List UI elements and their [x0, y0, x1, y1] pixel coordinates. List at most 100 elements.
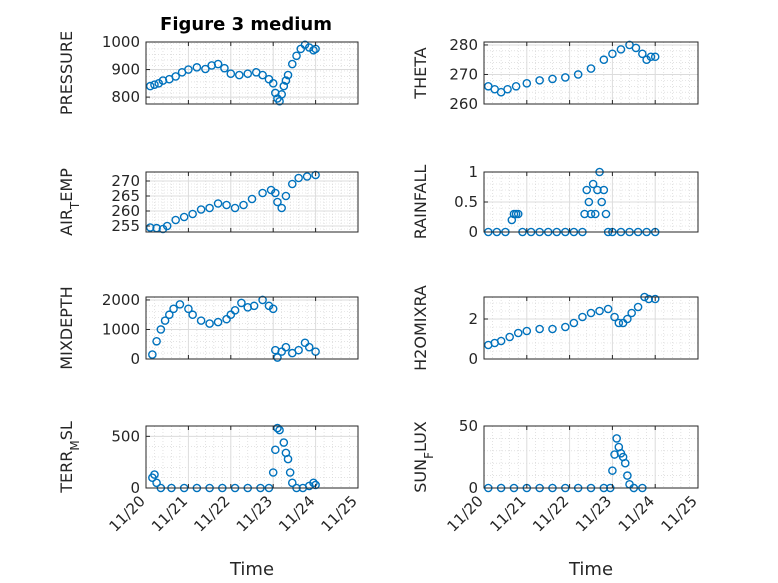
data-point	[601, 209, 611, 219]
data-point	[650, 52, 660, 62]
data-point	[283, 454, 293, 464]
y-tick-label: 265	[111, 187, 140, 205]
data-point	[273, 197, 282, 207]
data-point	[152, 478, 161, 488]
data-point	[595, 306, 604, 316]
data-point	[226, 310, 236, 320]
data-point	[300, 338, 310, 348]
y-axis-label: TERRMSL	[57, 421, 82, 494]
y-tick-label: 0	[130, 350, 140, 368]
data-point	[201, 64, 210, 74]
figure-title: Figure 3 medium	[160, 14, 332, 35]
data-point	[273, 423, 282, 433]
data-point	[513, 328, 523, 338]
data-point	[145, 223, 155, 232]
panel-h2omixra: 0 2 H2OMIXRA	[411, 285, 699, 371]
data-point	[597, 197, 607, 207]
data-point	[610, 312, 619, 322]
data-point	[171, 215, 180, 225]
data-point	[230, 305, 240, 315]
data-point	[590, 209, 600, 219]
data-point	[277, 90, 286, 99]
data-point	[309, 45, 318, 55]
data-point	[548, 324, 557, 334]
data-point	[268, 468, 278, 477]
data-point	[300, 40, 310, 50]
data-point	[175, 300, 185, 309]
panel-mixdepth: 0 1000 2000 MIXDEPTH	[57, 286, 359, 370]
axes-box	[145, 296, 359, 360]
y-axis-label: THETA	[411, 47, 430, 99]
data-point	[160, 316, 170, 325]
data-point	[277, 203, 286, 213]
data-point	[638, 49, 647, 59]
data-point	[192, 63, 202, 72]
y-tick-label: 1000	[102, 320, 140, 338]
data-point	[296, 44, 306, 54]
data-point	[234, 70, 244, 80]
data-point	[650, 294, 660, 304]
y-tick-label: 260	[449, 95, 478, 113]
data-point	[226, 69, 236, 78]
data-point	[522, 326, 532, 336]
x-tick-label: 11/20	[106, 492, 149, 535]
data-point	[150, 470, 159, 479]
data-point	[584, 197, 594, 207]
data-point	[243, 69, 253, 78]
x-tick-label: 11/21	[486, 492, 529, 535]
data-point	[505, 332, 514, 342]
data-point	[247, 194, 257, 204]
y-tick-label: 900	[111, 61, 140, 79]
data-point	[268, 304, 278, 314]
y-axis-label: RAINFALL	[411, 165, 430, 240]
data-point	[273, 353, 282, 362]
axes-box	[145, 425, 359, 489]
data-point	[264, 74, 274, 84]
data-point	[503, 84, 512, 94]
y-tick-label: 800	[111, 88, 140, 106]
x-axis-label: Time	[568, 559, 613, 580]
axes-box	[145, 41, 359, 105]
data-point	[283, 70, 293, 80]
y-axis-label: AIRTEMP	[57, 168, 82, 236]
data-point	[258, 295, 267, 305]
data-point	[196, 316, 206, 325]
y-tick-label: 50	[459, 417, 478, 435]
data-point	[631, 43, 641, 53]
y-tick-label: 0	[468, 350, 478, 368]
data-point	[496, 336, 506, 346]
data-point	[292, 51, 301, 61]
y-axis-label: H2OMIXRA	[411, 285, 430, 371]
data-point	[612, 434, 621, 443]
data-point	[599, 55, 609, 65]
y-tick-label: 1	[468, 163, 478, 181]
data-point	[279, 438, 289, 447]
data-point	[287, 478, 297, 488]
x-tick-label: 11/25	[658, 492, 701, 535]
data-point	[220, 63, 229, 73]
data-point	[281, 191, 291, 201]
data-point	[573, 70, 583, 79]
data-point	[627, 308, 636, 318]
y-tick-label: 270	[111, 172, 140, 190]
data-point	[222, 200, 231, 210]
data-point	[205, 319, 214, 328]
x-tick-label: 11/24	[275, 492, 318, 535]
data-point	[162, 221, 172, 231]
data-point	[586, 209, 596, 219]
data-point	[281, 342, 291, 352]
y-axis-label: PRESSURE	[57, 31, 76, 115]
data-point	[230, 203, 240, 213]
axes-box	[145, 171, 359, 233]
y-tick-label: 255	[111, 217, 140, 235]
panel-sun-flux: 0 50 SUNFLUX 11/20 11/21 11/22 11/23 11/24 11/25…	[411, 417, 701, 580]
data-point	[623, 314, 632, 324]
x-tick-label: 11/22	[529, 492, 572, 535]
y-tick-label: 1000	[102, 33, 140, 51]
y-axis-label: MIXDEPTH	[57, 286, 76, 369]
x-tick-label: 11/24	[615, 492, 658, 535]
data-point	[145, 81, 155, 91]
x-tick-label: 11/25	[318, 492, 361, 535]
data-point	[511, 81, 521, 91]
data-point	[275, 425, 284, 435]
